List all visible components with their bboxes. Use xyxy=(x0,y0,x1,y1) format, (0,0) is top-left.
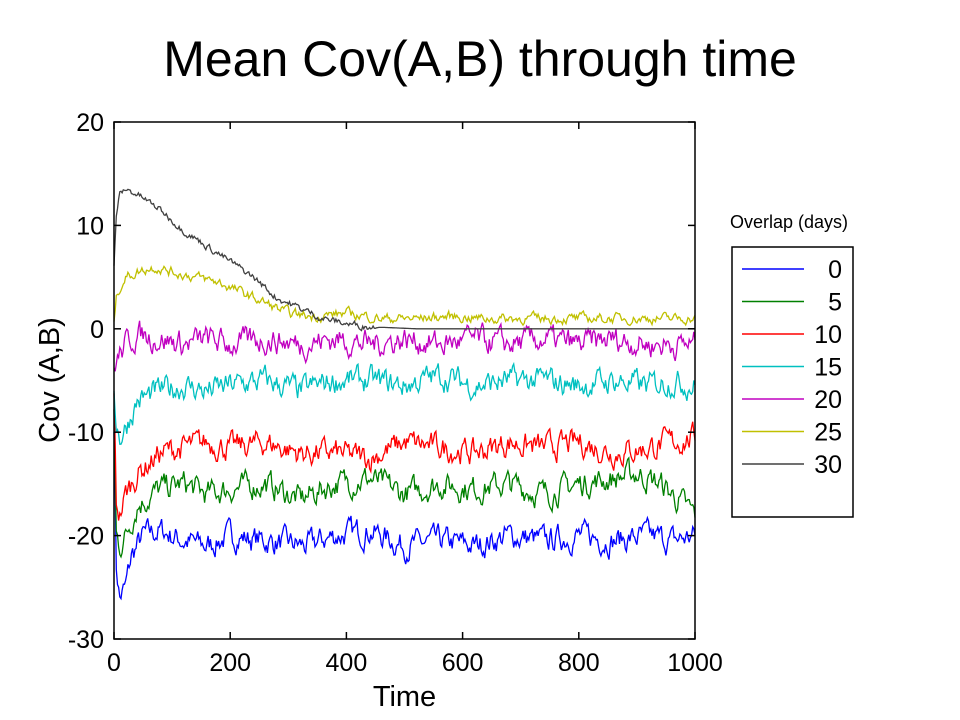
legend-title: Overlap (days) xyxy=(730,212,849,232)
slide-title: Mean Cov(A,B) through time xyxy=(163,31,797,87)
y-tick-label: -30 xyxy=(68,626,104,654)
x-tick-label: 200 xyxy=(209,649,251,677)
x-tick-label: 400 xyxy=(326,649,368,677)
legend-box xyxy=(731,246,854,518)
legend-label-20: 20 xyxy=(814,386,842,414)
plot-lines xyxy=(113,188,696,601)
plot-frame xyxy=(113,121,696,640)
x-axis: 0 200 400 600 800 1000 xyxy=(107,122,723,677)
x-axis-label: Time xyxy=(373,681,436,713)
legend-label-5: 5 xyxy=(828,289,842,317)
x-tick-label: 800 xyxy=(558,649,600,677)
x-tick-label: 0 xyxy=(107,649,121,677)
series-line-15 xyxy=(113,361,696,445)
x-tick-label: 1000 xyxy=(667,649,723,677)
series-line-5 xyxy=(113,409,696,559)
series-line-30 xyxy=(113,188,695,332)
y-tick-label: 10 xyxy=(76,212,104,240)
series-line-0 xyxy=(113,432,696,601)
y-tick-label: -20 xyxy=(68,523,104,551)
y-axis: 20 10 0 -10 -20 -30 xyxy=(68,109,695,654)
legend-label-0: 0 xyxy=(828,256,842,284)
y-tick-label: 0 xyxy=(90,316,104,344)
y-tick-label: 20 xyxy=(76,109,104,137)
y-tick-label: -10 xyxy=(68,419,104,447)
y-axis-label: Cov (A,B) xyxy=(34,317,66,443)
series-line-10 xyxy=(113,393,696,521)
x-tick-label: 600 xyxy=(442,649,484,677)
series-line-20 xyxy=(113,320,696,372)
legend-label-15: 15 xyxy=(814,354,842,382)
series-line-25 xyxy=(113,265,696,327)
legend-label-25: 25 xyxy=(814,419,842,447)
legend: 0 5 10 15 20 25 30 xyxy=(731,246,854,518)
legend-label-10: 10 xyxy=(814,321,842,349)
legend-label-30: 30 xyxy=(814,451,842,479)
